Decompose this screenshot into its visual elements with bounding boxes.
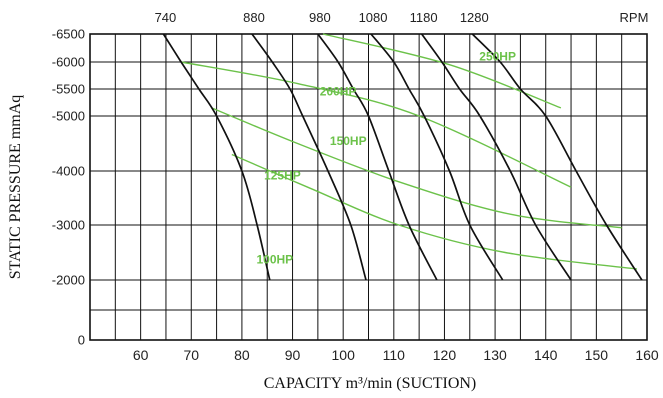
x-tick-label: 130: [483, 347, 507, 363]
x-axis-label: CAPACITY m³/min (SUCTION): [264, 375, 477, 392]
grid: [89, 33, 648, 341]
hp-curve-200hp: [180, 61, 572, 188]
x-tick-label: 150: [585, 347, 609, 363]
y-tick-label: -3000: [52, 218, 85, 233]
x-tick-label: 140: [534, 347, 558, 363]
rpm-curve-1080: [370, 33, 504, 281]
x-tick-labels: 60 70 80 90 100 110 120 130 140 150 160: [133, 347, 659, 363]
rpm-label-980: 980: [309, 10, 331, 25]
y-axis-label: STATIC PRESSURE mmAq: [7, 95, 24, 280]
hp-labels: 250HP 200HP 150HP 125HP 100HP: [256, 49, 516, 266]
x-tick-label: 100: [332, 347, 356, 363]
rpm-label-880: 880: [243, 10, 265, 25]
hp-label-200hp: 200HP: [320, 85, 357, 99]
y-tick-label: -6000: [52, 55, 85, 70]
rpm-curve-1180: [421, 33, 572, 281]
y-tick-label: -6500: [52, 27, 85, 42]
rpm-labels: 740 880 980 1080 1180 1280: [155, 10, 489, 25]
rpm-label-740: 740: [155, 10, 177, 25]
rpm-curve-1280: [471, 33, 643, 281]
y-tick-label: -5500: [52, 82, 85, 97]
rpm-curve-740: [162, 33, 271, 281]
y-tick-label: -5000: [52, 109, 85, 124]
y-tick-label: -2000: [52, 273, 85, 288]
rpm-curve-880: [251, 33, 367, 281]
plot-frame: [89, 33, 648, 341]
y-tick-labels: 0 -2000 -3000 -4000 -5000 -5500 -6000 -6500: [52, 27, 85, 348]
x-tick-label: 90: [285, 347, 301, 363]
x-tick-label: 160: [635, 347, 659, 363]
rpm-label-1080: 1080: [359, 10, 388, 25]
hp-label-150hp: 150HP: [330, 134, 367, 148]
x-tick-label: 120: [433, 347, 457, 363]
hp-curve-150hp: [211, 107, 622, 229]
x-tick-label: 80: [234, 347, 250, 363]
hp-curve-250hp: [322, 33, 562, 109]
hp-label-100hp: 100HP: [256, 253, 293, 267]
x-tick-label: 110: [383, 347, 406, 363]
rpm-curves: [162, 33, 643, 281]
rpm-curve-980: [317, 33, 438, 281]
x-tick-label: 70: [183, 347, 199, 363]
hp-label-250hp: 250HP: [479, 49, 516, 63]
y-tick-label: 0: [78, 333, 85, 348]
hp-label-125hp: 125HP: [264, 168, 301, 182]
rpm-label-1280: 1280: [460, 10, 489, 25]
rpm-header: RPM: [620, 10, 649, 25]
rpm-label-1180: 1180: [410, 10, 438, 25]
y-tick-label: -4000: [52, 164, 85, 179]
x-tick-label: 60: [133, 347, 149, 363]
hp-curves: [180, 33, 637, 270]
